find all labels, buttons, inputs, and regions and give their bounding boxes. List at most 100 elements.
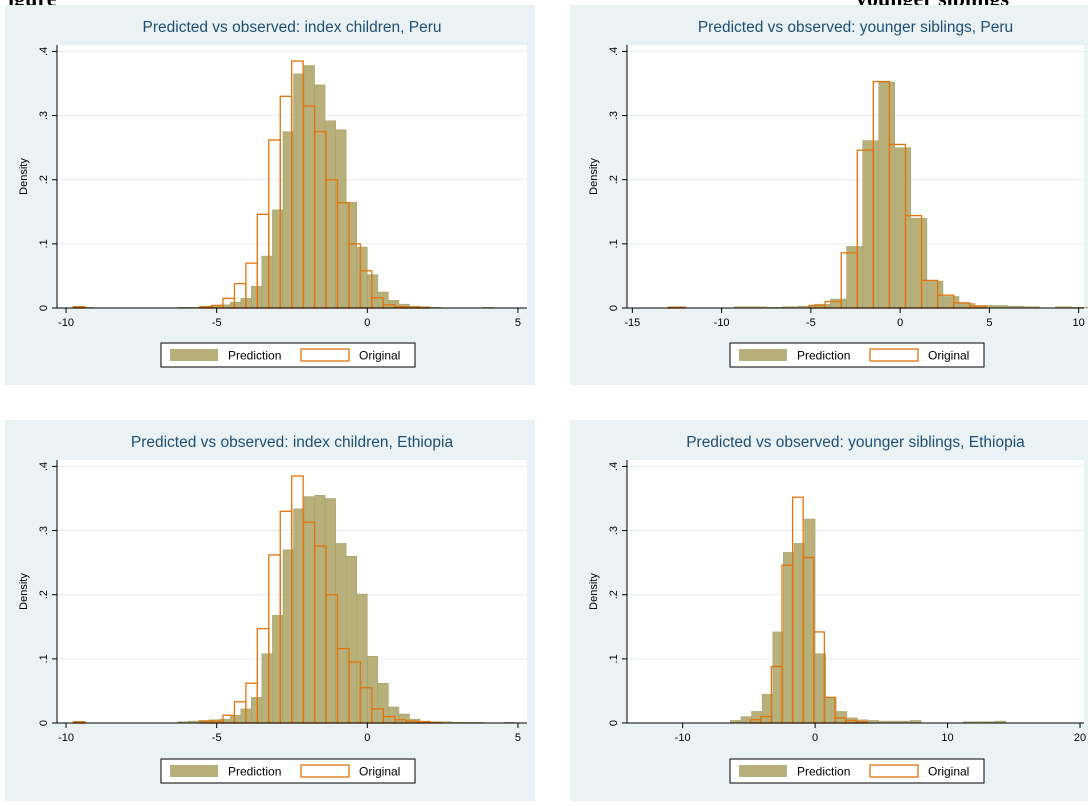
- x-tick-label: -10: [58, 732, 74, 744]
- prediction-bar: [229, 301, 242, 309]
- x-tick-label: 20: [1074, 732, 1086, 744]
- x-tick-label: 5: [515, 317, 521, 329]
- prediction-bar: [303, 496, 315, 724]
- x-tick-label: 0: [897, 317, 903, 329]
- y-tick-label: 0: [38, 305, 50, 311]
- legend: Prediction Original: [160, 758, 416, 784]
- prediction-bar: [862, 140, 879, 309]
- x-tick-label: -15: [624, 317, 640, 329]
- prediction-bar: [910, 217, 928, 309]
- x-tick-label: 0: [364, 732, 370, 744]
- prediction-bar: [878, 81, 896, 309]
- y-tick-label: .2: [608, 175, 620, 184]
- legend-label-original: Original: [359, 349, 400, 363]
- prediction-bar: [894, 147, 912, 309]
- prediction-bar: [261, 255, 273, 309]
- x-tick-label: -10: [714, 317, 730, 329]
- legend-swatch-prediction: [739, 765, 787, 777]
- prediction-bar: [345, 201, 358, 309]
- x-tick-label: -5: [212, 317, 222, 329]
- chart-title: Predicted vs observed: index children, E…: [131, 434, 454, 451]
- legend-label-original: Original: [359, 765, 400, 779]
- y-tick-label: .3: [38, 111, 50, 120]
- chart-svg: 0 .1 .2 .3 .4 -10 -5 0 5 Density Predicted vs obse…: [18, 434, 527, 784]
- y-tick-label: .4: [608, 462, 620, 471]
- y-tick-label: 0: [608, 305, 620, 311]
- legend-swatch-prediction: [170, 349, 218, 361]
- legend-label-prediction: Prediction: [797, 765, 850, 779]
- prediction-bar: [324, 498, 336, 724]
- chart-svg: 0 .1 .2 .3 .4 -10 0 10 20 Density Predicted vs obs…: [588, 434, 1086, 784]
- legend-swatch-original: [300, 348, 350, 362]
- y-axis-label: Density: [18, 158, 30, 195]
- prediction-bar: [272, 209, 284, 309]
- prediction-bar: [367, 274, 379, 309]
- prediction-bar: [261, 653, 273, 724]
- prediction-bar: [229, 715, 242, 724]
- legend-label-prediction: Prediction: [228, 765, 281, 779]
- y-tick-label: .3: [608, 111, 620, 120]
- legend-label-prediction: Prediction: [797, 349, 850, 363]
- legend-swatch-original: [869, 348, 919, 362]
- prediction-bar: [314, 495, 326, 724]
- y-tick-label: .1: [38, 239, 50, 248]
- y-tick-label: .3: [608, 526, 620, 535]
- prediction-bar: [367, 656, 379, 724]
- x-tick-label: -5: [212, 732, 222, 744]
- chart-svg: 0 .1 .2 .3 .4 -10 -5 0 5 Density Predicted vs obse…: [18, 19, 527, 368]
- y-tick-label: .4: [38, 462, 50, 471]
- prediction-bar: [388, 706, 400, 724]
- chart-title: Predicted vs observed: younger siblings,…: [698, 19, 1013, 36]
- y-tick-label: 0: [38, 720, 50, 726]
- x-tick-label: 10: [941, 732, 953, 744]
- prediction-bar: [846, 246, 863, 309]
- prediction-bar: [251, 285, 263, 309]
- y-tick-label: .2: [608, 590, 620, 599]
- prediction-bar: [314, 84, 326, 309]
- x-tick-label: -5: [806, 317, 816, 329]
- y-tick-label: 0: [608, 720, 620, 726]
- legend-swatch-original: [300, 764, 350, 778]
- x-tick-label: -10: [675, 732, 691, 744]
- prediction-bar: [293, 73, 305, 309]
- y-axis-label: Density: [18, 573, 30, 610]
- y-tick-label: .4: [608, 47, 620, 56]
- x-tick-label: 10: [1073, 317, 1085, 329]
- prediction-bar: [251, 697, 263, 724]
- y-tick-label: .4: [38, 47, 50, 56]
- y-tick-label: .1: [38, 654, 50, 663]
- legend: Prediction Original: [160, 342, 416, 368]
- legend-swatch-original: [869, 764, 919, 778]
- prediction-bar: [356, 246, 368, 309]
- y-tick-label: .2: [38, 590, 50, 599]
- y-tick-label: .1: [608, 654, 620, 663]
- prediction-bar: [272, 614, 284, 724]
- chart-title: Predicted vs observed: index children, P…: [143, 19, 442, 36]
- chart-panel-siblings-peru: 0 .1 .2 .3 .4 -15 -10 -5 0 5 10 Density Predicted vs…: [570, 5, 1088, 385]
- legend-label-original: Original: [928, 349, 969, 363]
- prediction-bar: [830, 298, 847, 309]
- x-tick-label: 5: [986, 317, 992, 329]
- y-tick-label: .2: [38, 175, 50, 184]
- chart-panel-index-peru: 0 .1 .2 .3 .4 -10 -5 0 5 Density Predicted vs obse…: [5, 5, 535, 385]
- y-axis-label: Density: [588, 573, 600, 610]
- prediction-bar: [293, 508, 305, 724]
- chart-title: Predicted vs observed: younger siblings,…: [686, 434, 1025, 451]
- x-tick-label: -10: [58, 317, 74, 329]
- x-tick-label: 5: [515, 732, 521, 744]
- prediction-bar: [324, 120, 336, 309]
- legend: Prediction Original: [729, 758, 985, 784]
- legend: Prediction Original: [729, 342, 985, 368]
- legend-label-prediction: Prediction: [228, 349, 281, 363]
- legend-swatch-prediction: [739, 349, 787, 361]
- chart-panel-index-ethiopia: 0 .1 .2 .3 .4 -10 -5 0 5 Density Predicted vs obse…: [5, 420, 535, 801]
- chart-panel-siblings-ethiopia: 0 .1 .2 .3 .4 -10 0 10 20 Density Predicted vs obs…: [570, 420, 1088, 801]
- prediction-bar: [303, 65, 315, 309]
- x-tick-label: 0: [364, 317, 370, 329]
- y-tick-label: .1: [608, 239, 620, 248]
- y-tick-label: .3: [38, 526, 50, 535]
- plot-area: [627, 460, 1084, 723]
- prediction-bar: [356, 593, 368, 724]
- chart-svg: 0 .1 .2 .3 .4 -15 -10 -5 0 5 10 Density Predicted vs…: [588, 19, 1088, 368]
- prediction-bar: [345, 555, 358, 724]
